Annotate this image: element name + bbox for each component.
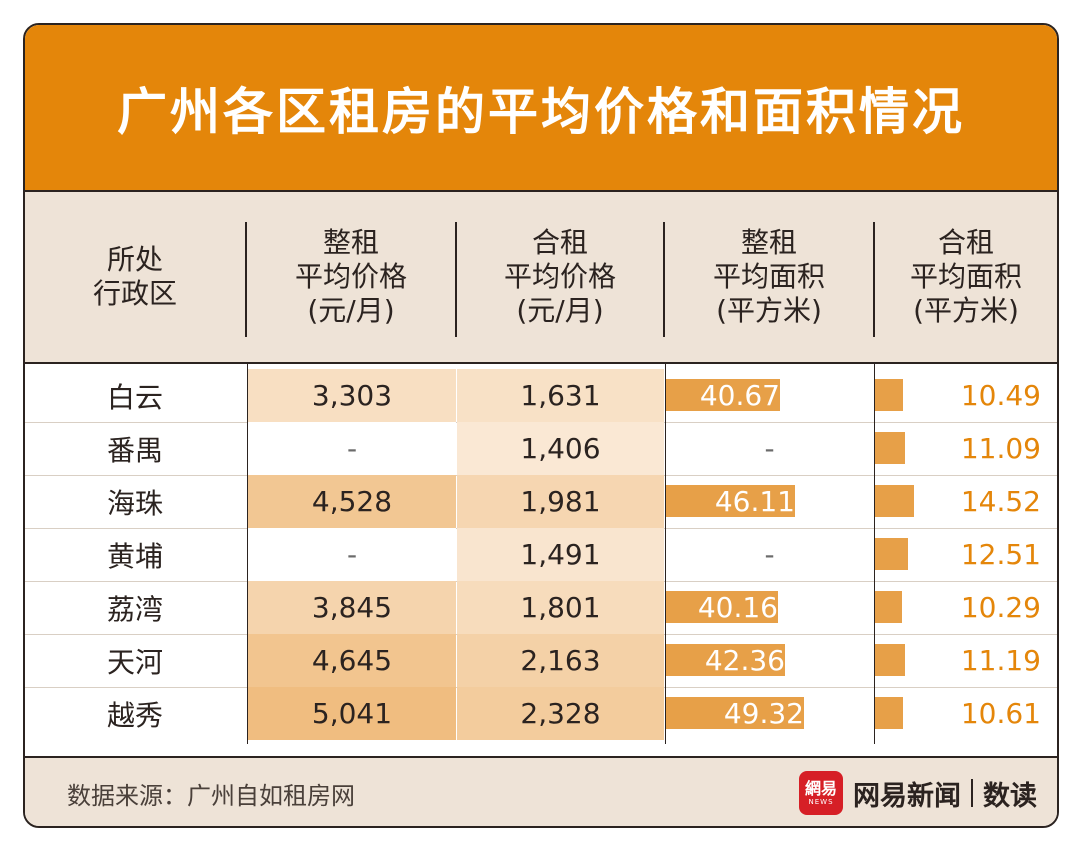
whole-area-label: 42.36 [704,644,785,677]
title-bar: 广州各区租房的平均价格和面积情况 [25,25,1057,192]
whole-area-label: 46.11 [714,485,795,518]
brand-sub: 数读 [983,780,1037,812]
footer: 数据来源：广州自如租房网 網易 NEWS 网易新闻 数读 [25,756,1057,826]
cell-whole-price: - [248,528,456,581]
whole-area-bar [666,591,778,623]
header-shared-price: 合租 平均价格 (元/月) [503,226,616,327]
shared-area-bar [875,591,902,623]
table-row: 荔湾 3,845 1,801 40.16 10.29 [25,581,1057,635]
shared-area-bar [875,538,908,570]
logo-sub: NEWS [808,798,834,806]
header-divider [663,222,665,337]
brand-name: 网易新闻 [853,780,961,812]
cell-whole-price: - [248,422,456,475]
whole-area-label: - [764,538,775,571]
whole-area-label: 40.16 [697,591,778,624]
header-whole-price: 整租 平均价格 (元/月) [294,226,407,327]
brand: 網易 NEWS 网易新闻 数读 [799,758,1037,826]
chart-card: 广州各区租房的平均价格和面积情况 所处 行政区 整租 平均价格 (元/月) 合租… [23,23,1059,828]
shared-area-label: 10.29 [960,591,1041,624]
table-body: 白云 3,303 1,631 40.67 10.49 番禺 -1,406-11.09 海珠 4,… [25,364,1057,756]
table-row: 天河 4,645 2,163 42.36 11.19 [25,634,1057,688]
shared-area-bar [875,432,905,464]
cell-whole-price: 3,303 [248,369,456,422]
logo-text: 網易 [804,779,837,798]
column-line [874,364,875,744]
cell-district: 白云 [106,380,163,414]
header-shared-area: 合租 平均面积 (平方米) [909,226,1022,327]
cell-shared-price: 1,981 [457,475,664,528]
shared-area-label: 10.61 [960,697,1041,730]
shared-area-bar [875,485,914,517]
header-district: 所处 行政区 [92,243,177,310]
cell-district: 天河 [106,645,163,679]
cell-whole-price: 4,645 [248,634,456,687]
shared-area-label: 11.09 [960,432,1041,465]
header-divider [455,222,457,337]
whole-area-bar [666,379,780,411]
whole-area-bar [666,697,804,729]
column-line [247,364,248,744]
whole-area-bar [666,485,795,517]
table-header: 所处 行政区 整租 平均价格 (元/月) 合租 平均价格 (元/月) 整租 平均… [25,192,1057,364]
cell-district: 荔湾 [106,592,163,626]
cell-shared-price: 1,406 [457,422,664,475]
header-divider [873,222,875,337]
cell-shared-price: 1,491 [457,528,664,581]
brand-divider [971,779,973,807]
shared-area-label: 12.51 [960,538,1041,571]
source-note: 数据来源：广州自如租房网 [67,781,355,810]
cell-district: 黄埔 [106,539,163,573]
whole-area-label: 40.67 [699,379,780,412]
cell-shared-price: 2,163 [457,634,664,687]
cell-district: 海珠 [106,486,163,520]
cell-district: 越秀 [106,698,163,732]
table-row: 白云 3,303 1,631 40.67 10.49 [25,369,1057,423]
shared-area-bar [875,644,905,676]
table-row: 海珠 4,528 1,981 46.11 14.52 [25,475,1057,529]
cell-whole-price: 4,528 [248,475,456,528]
cell-shared-price: 2,328 [457,687,664,740]
whole-area-bar [666,644,785,676]
table-row: 番禺 -1,406-11.09 [25,422,1057,476]
cell-whole-price: 5,041 [248,687,456,740]
header-whole-area: 整租 平均面积 (平方米) [712,226,825,327]
table-row: 越秀 5,041 2,328 49.32 10.61 [25,687,1057,740]
table-row: 黄埔 -1,491-12.51 [25,528,1057,582]
cell-shared-price: 1,801 [457,581,664,634]
whole-area-label: 49.32 [723,697,804,730]
whole-area-label: - [764,432,775,465]
cell-district: 番禺 [106,433,163,467]
cell-whole-price: 3,845 [248,581,456,634]
header-divider [245,222,247,337]
shared-area-bar [875,697,903,729]
netease-logo-icon: 網易 NEWS [799,771,843,815]
column-line [665,364,666,744]
shared-area-label: 10.49 [960,379,1041,412]
shared-area-label: 11.19 [960,644,1041,677]
chart-title: 广州各区租房的平均价格和面积情况 [117,82,965,141]
shared-area-bar [875,379,903,411]
shared-area-label: 14.52 [960,485,1041,518]
cell-shared-price: 1,631 [457,369,664,422]
